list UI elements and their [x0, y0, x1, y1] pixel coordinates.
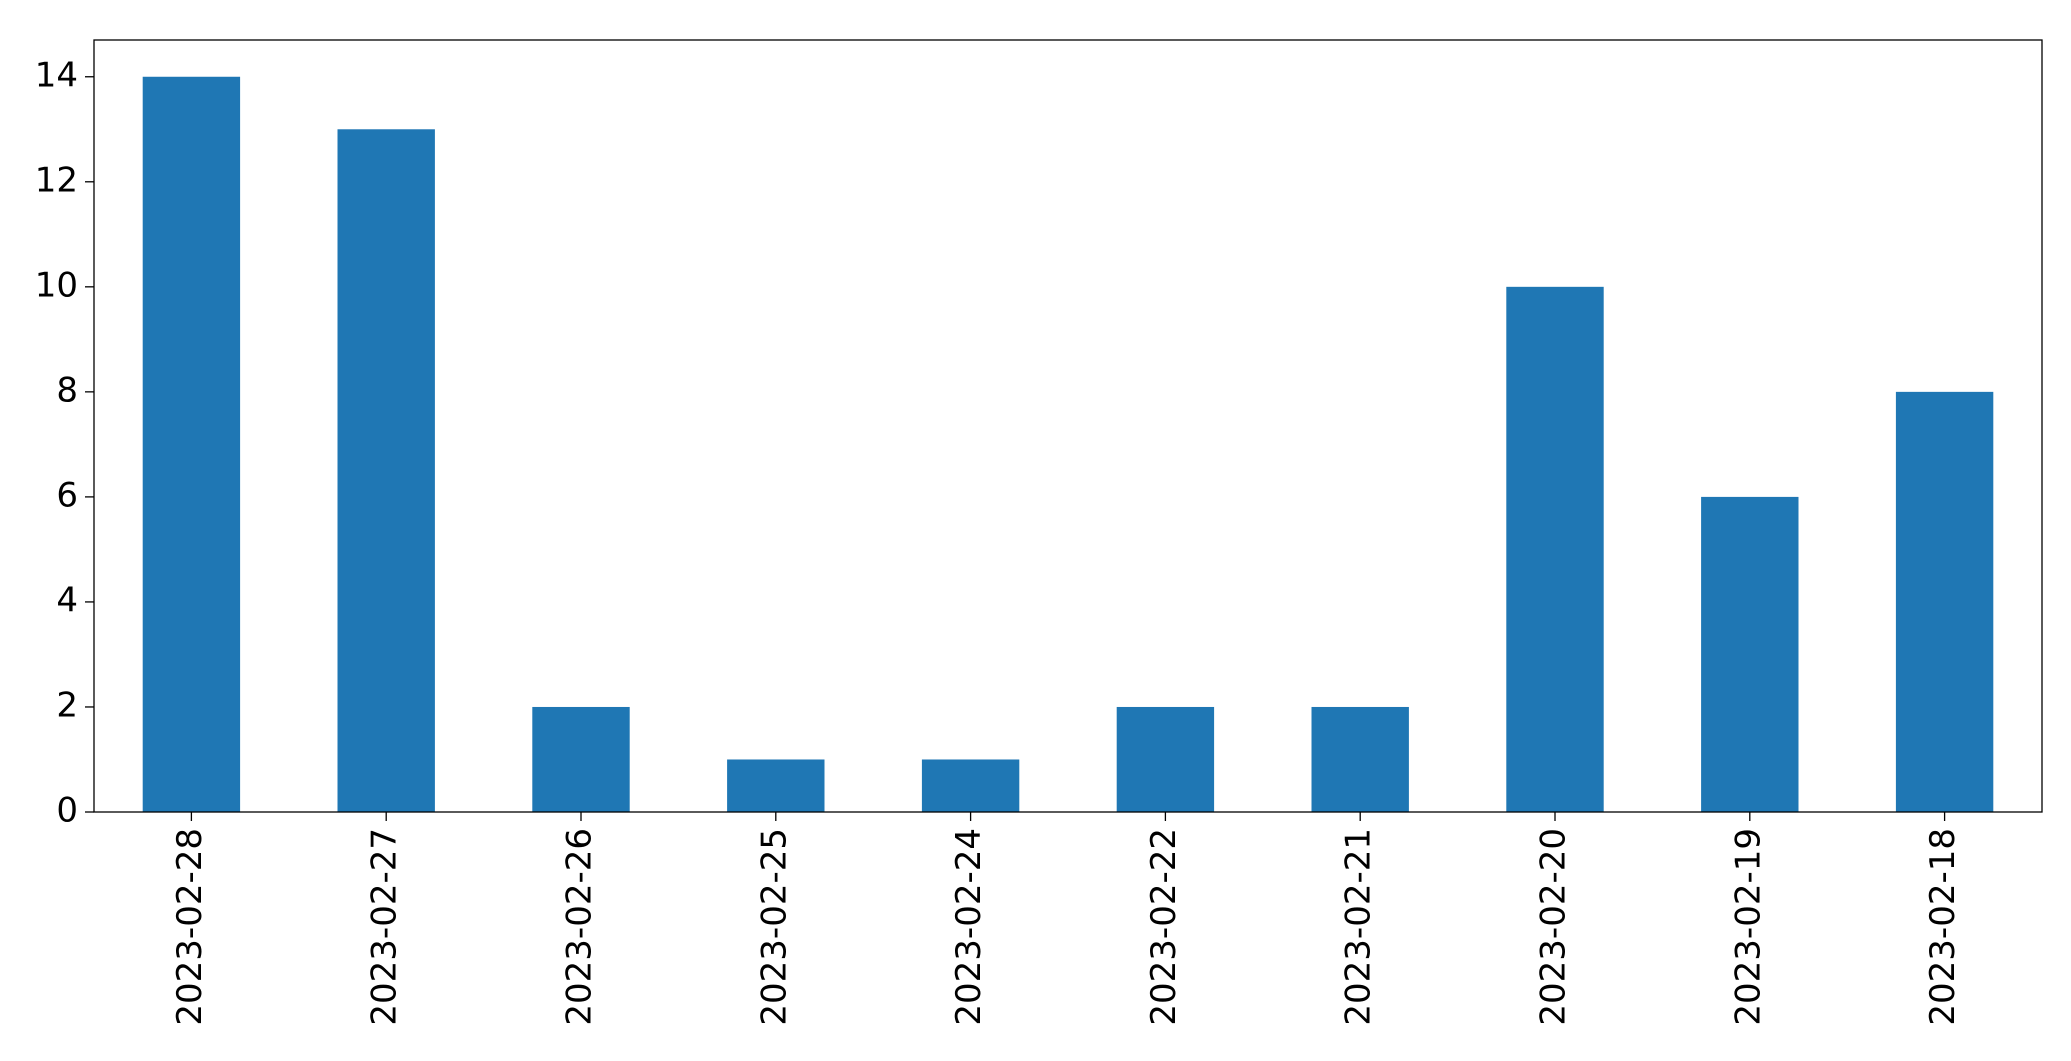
x-tick-label: 2023-02-25 [754, 828, 794, 1026]
bar [1116, 706, 1215, 812]
y-tick-label: 8 [56, 370, 78, 410]
y-tick-label: 4 [56, 580, 78, 620]
y-tick-label: 12 [35, 160, 78, 200]
y-tick-label: 6 [56, 475, 78, 515]
plot-frame [93, 39, 2043, 813]
y-tick-label: 0 [56, 791, 78, 831]
x-tick-label: 2023-02-20 [1534, 828, 1574, 1026]
x-tick-label: 2023-02-24 [949, 828, 989, 1026]
x-tick-label: 2023-02-27 [365, 828, 405, 1026]
bar [1506, 286, 1604, 812]
y-tick-label: 10 [35, 265, 78, 305]
x-tick-label: 2023-02-19 [1728, 828, 1768, 1026]
bar [921, 759, 1020, 812]
x-tick-label: 2023-02-22 [1144, 828, 1184, 1026]
y-tick-label: 14 [35, 55, 78, 95]
x-tick-label: 2023-02-26 [560, 828, 600, 1026]
x-tick-label: 2023-02-18 [1923, 828, 1963, 1026]
bar [1701, 496, 1799, 812]
bar [727, 759, 825, 812]
bar [142, 76, 241, 812]
y-tick-label: 2 [56, 685, 78, 725]
bar [337, 129, 435, 812]
x-tick-label: 2023-02-21 [1339, 828, 1379, 1026]
bar [1895, 391, 1994, 812]
bar [532, 706, 630, 812]
bar [1311, 706, 1409, 812]
x-tick-label: 2023-02-28 [170, 828, 210, 1026]
